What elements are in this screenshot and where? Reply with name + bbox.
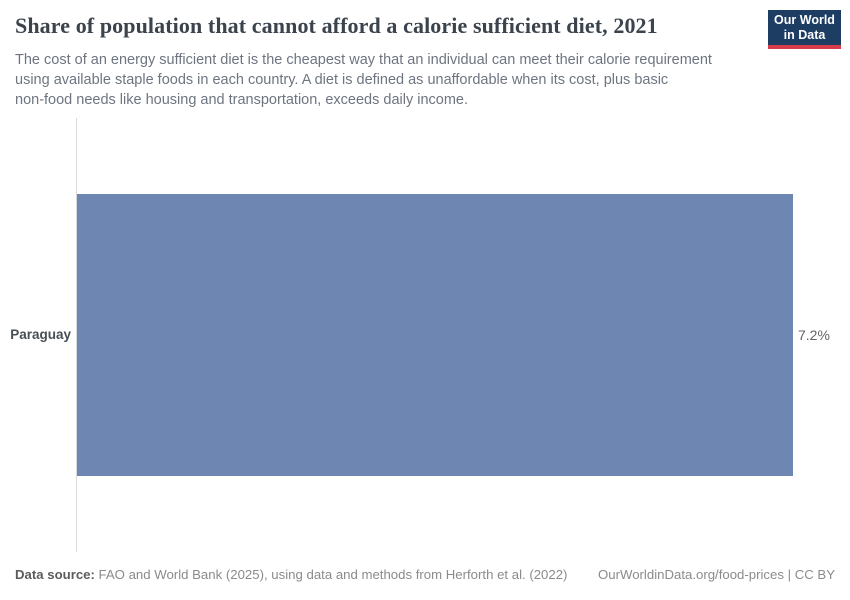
y-axis-line <box>76 118 77 552</box>
data-source-label: Data source: <box>15 567 95 582</box>
chart-subtitle-line: non-food needs like housing and transpor… <box>15 92 469 108</box>
bar-value-paraguay: 7.2% <box>798 327 830 343</box>
chart-subtitle-line: The cost of an energy sufficient diet is… <box>15 52 712 68</box>
owid-logo[interactable]: Our World in Data <box>768 10 841 49</box>
data-source-text: FAO and World Bank (2025), using data an… <box>94 567 568 582</box>
chart-subtitle: The cost of an energy sufficient diet is… <box>15 50 775 110</box>
chart-subtitle-line: using available staple foods in each cou… <box>15 72 669 88</box>
bar-track-paraguay <box>77 194 793 476</box>
chart-plot-area: Paraguay 7.2% <box>0 110 850 560</box>
footer-license-link[interactable]: OurWorldinData.org/food-prices | CC BY <box>598 567 835 582</box>
data-source-note: Data source: FAO and World Bank (2025), … <box>15 567 567 582</box>
page-title: Share of population that cannot afford a… <box>15 13 658 38</box>
bar-label-paraguay: Paraguay <box>10 327 71 342</box>
bar-paraguay[interactable] <box>77 194 793 476</box>
owid-logo-line2: in Data <box>783 27 826 42</box>
owid-logo-line1: Our World <box>774 12 835 27</box>
chart-footer: Data source: FAO and World Bank (2025), … <box>15 567 835 582</box>
